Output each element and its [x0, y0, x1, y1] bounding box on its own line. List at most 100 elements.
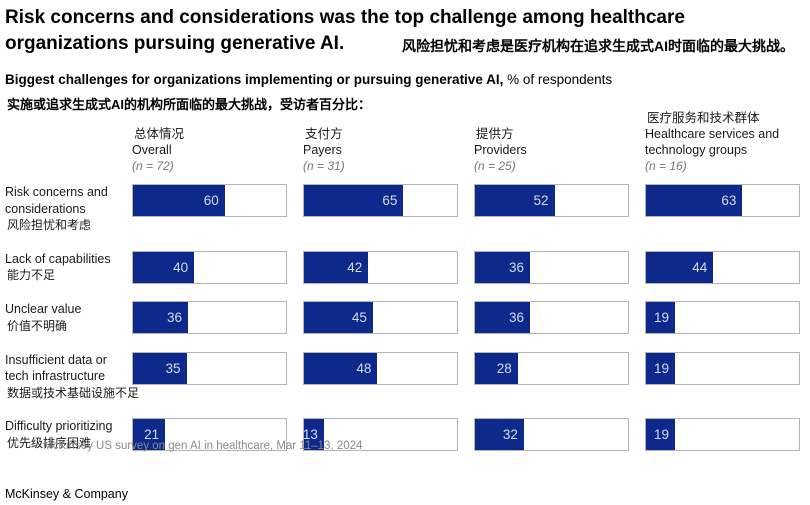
bar-track: 19	[645, 301, 800, 334]
bar-fill: 36	[475, 302, 531, 333]
column-headers: 总体情况 Overall (n = 72) 支付方 Payers (n = 31…	[5, 105, 800, 184]
bar-fill: 42	[304, 251, 369, 283]
bar-fill: 19	[646, 419, 676, 450]
bar-cell: 65	[303, 184, 458, 217]
bar-fill: 28	[475, 352, 518, 384]
column-header-zh: 提供方	[476, 127, 514, 141]
bar-track: 36	[474, 301, 629, 334]
page-title-en: Risk concerns and considerations was the…	[5, 7, 685, 54]
bar-cell: 32	[474, 418, 629, 451]
bar-track: 45	[303, 301, 458, 334]
bar-cell: 36	[474, 250, 629, 284]
bar-cell: 19	[645, 351, 800, 385]
bar-track: 32	[474, 418, 629, 451]
bar-fill: 32	[475, 419, 524, 450]
bar-cell: 36	[474, 301, 629, 334]
column-header-en: Healthcare services and technology group…	[645, 127, 780, 157]
bar-fill: 44	[646, 251, 714, 283]
bar-cell: 45	[303, 301, 458, 334]
column-header-providers: 提供方 Providers (n = 25)	[474, 126, 629, 184]
column-header-n: (n = 72)	[132, 159, 174, 173]
column-header-zh: 总体情况	[134, 127, 185, 141]
bar-fill: 13	[303, 419, 324, 450]
row-label: Difficulty prioritizing 优先级排序困难	[5, 418, 116, 451]
bar-cell: 36	[132, 301, 287, 334]
row-label-en: Unclear value	[5, 302, 82, 316]
column-header-zh: 医疗服务和技术群体	[647, 111, 760, 125]
bar-track: 19	[645, 351, 800, 385]
mckinsey-wordmark: McKinsey & Company	[5, 487, 128, 501]
bar-cell: 42	[303, 250, 458, 284]
bar-fill: 65	[304, 185, 404, 216]
page-title: Risk concerns and considerations was the…	[5, 5, 793, 57]
column-header-n: (n = 25)	[474, 159, 516, 173]
bar-fill: 19	[646, 352, 676, 384]
bar-track: 28	[474, 351, 629, 385]
row-label-zh: 价值不明确	[7, 318, 68, 333]
bar-track: 36	[132, 301, 287, 334]
column-header-en: Providers	[474, 143, 527, 157]
bar-track: 52	[474, 184, 629, 217]
bar-fill: 19	[646, 302, 676, 333]
bar-cell: 63	[645, 184, 800, 217]
row-label-en: Difficulty prioritizing	[5, 419, 113, 433]
bar-fill: 36	[475, 251, 531, 283]
bar-track: 42	[303, 250, 458, 284]
chart-row-unclear-value: Unclear value 价值不明确 36 45 36 19	[5, 301, 800, 334]
row-label-en: Lack of capabilities	[5, 251, 111, 266]
bar-cell: 19	[645, 418, 800, 451]
row-label: Insufficient data or tech infrastructure…	[5, 352, 140, 401]
bar-track: 60	[132, 184, 287, 217]
bar-track: 35	[132, 351, 287, 385]
row-label: Unclear value 价值不明确	[5, 301, 116, 334]
bar-track: 63	[645, 184, 800, 217]
bar-cell: 35	[132, 351, 287, 385]
bar-cell: 19	[645, 301, 800, 334]
bar-cell: 40	[132, 250, 287, 284]
row-label-zh: 优先级排序困难	[7, 435, 92, 450]
bar-track: 13	[303, 418, 458, 451]
column-header-en: Payers	[303, 143, 342, 157]
bar-track: 44	[645, 250, 800, 284]
row-label-en: Risk concerns and considerations	[5, 185, 108, 216]
chart-subtitle: Biggest challenges for organizations imp…	[5, 72, 612, 87]
bar-track: 19	[645, 418, 800, 451]
chart-row-risk-concerns: Risk concerns and considerations 风险担忧和考虑…	[5, 184, 800, 233]
bar-fill: 63	[646, 185, 743, 216]
chart-subtitle-bold: Biggest challenges for organizations imp…	[5, 72, 504, 87]
column-header-n: (n = 16)	[645, 159, 687, 173]
column-header-overall: 总体情况 Overall (n = 72)	[132, 126, 287, 184]
bar-fill: 35	[133, 352, 187, 384]
column-header-en: Overall	[132, 143, 172, 157]
bar-fill: 21	[133, 419, 166, 450]
source-footnote: McKinsey US survey on gen AI in healthca…	[43, 440, 363, 452]
bar-chart: 总体情况 Overall (n = 72) 支付方 Payers (n = 31…	[5, 105, 800, 469]
row-label-zh: 风险担忧和考虑	[7, 218, 92, 232]
chart-row-difficulty-prioritizing: Difficulty prioritizing 优先级排序困难 21 13 32…	[5, 418, 800, 451]
bar-fill: 60	[133, 185, 225, 216]
row-label-zh: 能力不足	[7, 268, 56, 282]
bar-cell: 52	[474, 184, 629, 217]
bar-cell: 48	[303, 351, 458, 385]
column-header-n: (n = 31)	[303, 159, 345, 173]
bar-track: 21	[132, 418, 287, 451]
row-label: Risk concerns and considerations 风险担忧和考虑	[5, 184, 116, 233]
page-title-zh: 风险担忧和考虑是医疗机构在追求生成式AI时面临的最大挑战。	[402, 38, 794, 54]
bar-cell: 44	[645, 250, 800, 284]
row-label-zh: 数据或技术基础设施不足	[7, 385, 140, 400]
bar-cell: 21	[132, 418, 287, 451]
bar-cell: 28	[474, 351, 629, 385]
column-header-zh: 支付方	[305, 127, 343, 141]
bar-fill: 36	[133, 302, 189, 333]
chart-subtitle-zh: 实施或追求生成式AI的机构所面临的最大挑战，受访者百分比：	[7, 97, 372, 112]
column-header-healthcare-tech: 医疗服务和技术群体 Healthcare services and techno…	[645, 110, 800, 184]
bar-track: 65	[303, 184, 458, 217]
bar-fill: 52	[475, 185, 555, 216]
bar-cell: 60	[132, 184, 287, 217]
bar-cell: 13	[303, 418, 458, 451]
column-header-payers: 支付方 Payers (n = 31)	[303, 126, 458, 184]
chart-subtitle-unit: % of respondents	[503, 72, 613, 87]
chart-row-insufficient-data: Insufficient data or tech infrastructure…	[5, 351, 800, 401]
bar-track: 40	[132, 250, 287, 284]
